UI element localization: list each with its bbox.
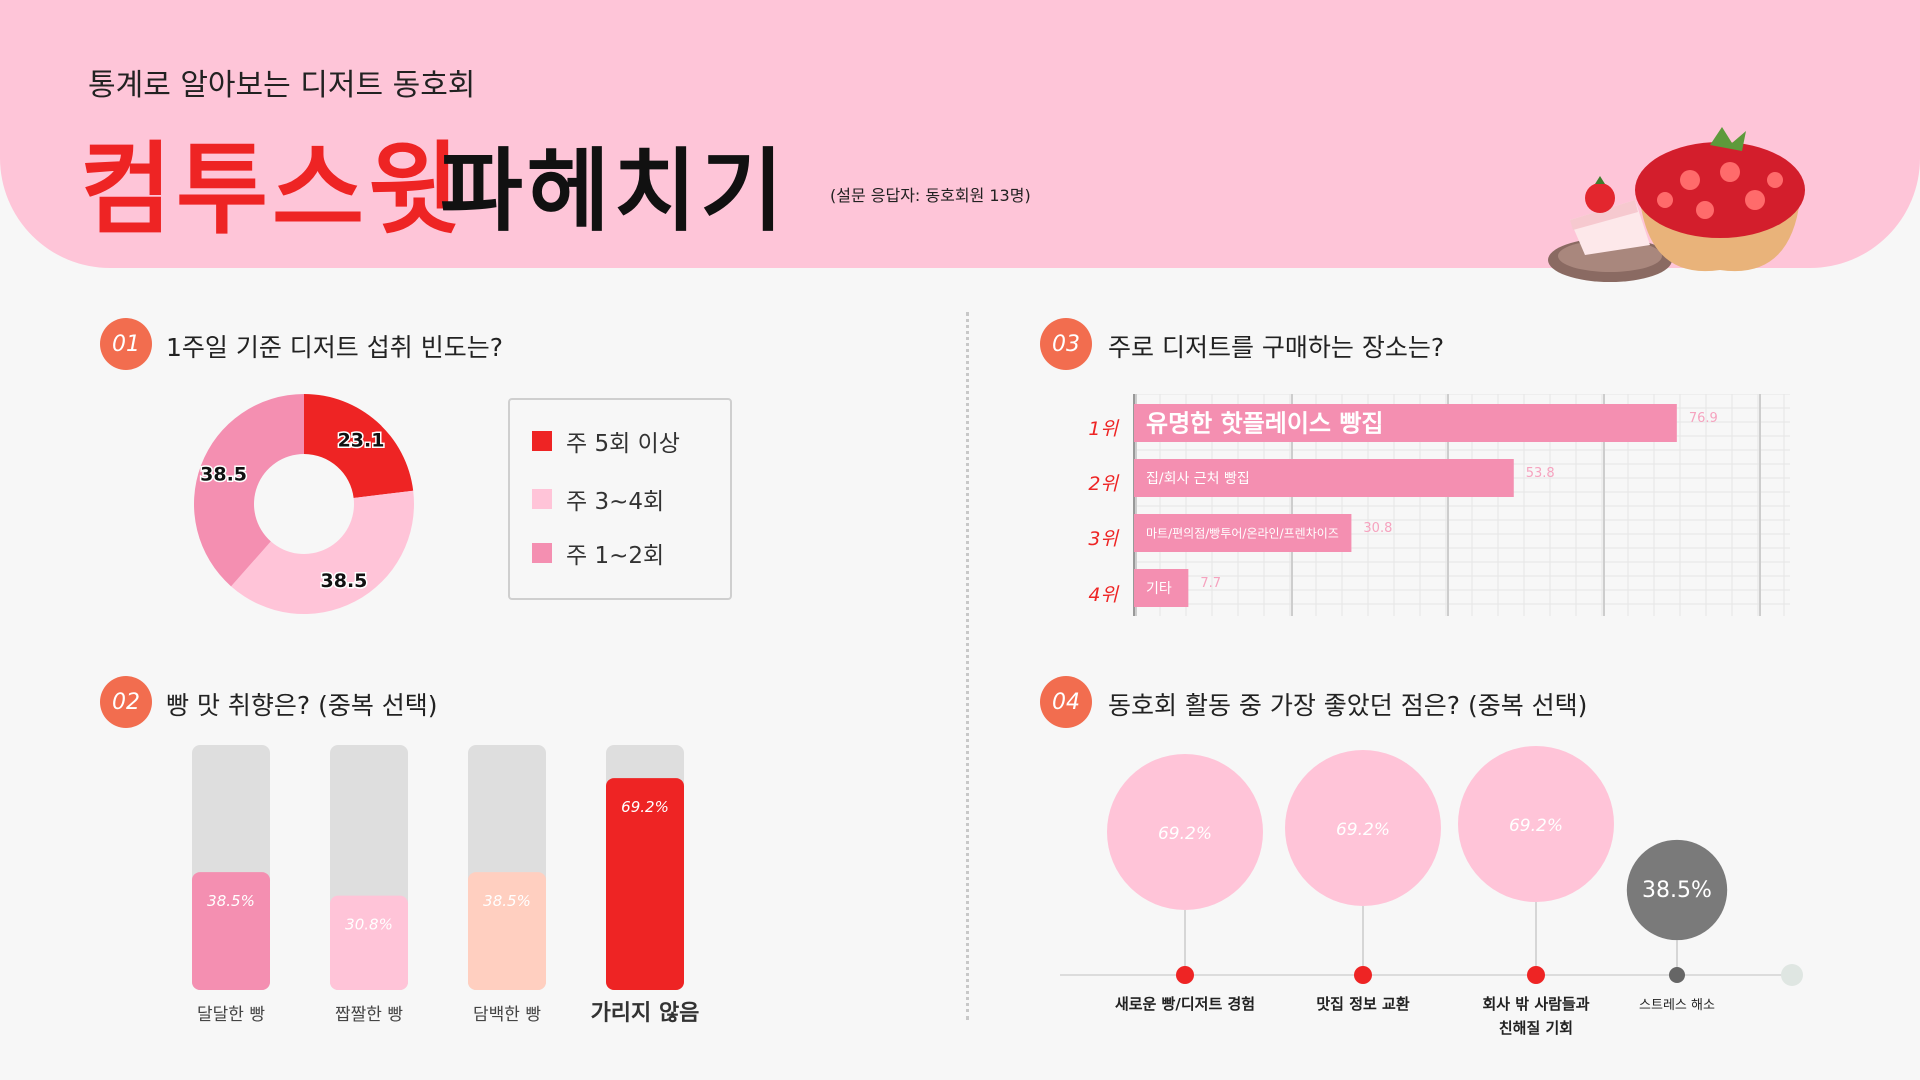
bar bbox=[1134, 514, 1352, 552]
timeline-end-dot bbox=[1781, 964, 1803, 986]
bubble-value-label: 38.5% bbox=[1642, 878, 1712, 903]
bar bbox=[606, 778, 684, 990]
donut-value-label: 23.1 bbox=[338, 430, 385, 452]
page-subtitle: 통계로 알아보는 디저트 동호회 bbox=[88, 68, 476, 103]
timeline-dot bbox=[1176, 966, 1194, 984]
bar bbox=[330, 895, 408, 990]
page-title-brand: 컴투스윗 bbox=[80, 130, 464, 248]
page-title-main: 파헤치기 bbox=[440, 138, 788, 244]
dessert-illustration bbox=[1548, 127, 1805, 282]
timeline-category-label: 회사 밖 사람들과 bbox=[1482, 995, 1589, 1013]
bar-value-label: 69.2% bbox=[621, 798, 669, 816]
timeline-category-label: 스트레스 해소 bbox=[1639, 998, 1715, 1013]
bubble bbox=[1626, 839, 1728, 941]
section-divider bbox=[966, 312, 969, 1020]
bar-category-label: 기타 bbox=[1146, 581, 1172, 597]
bar-category-label: 유명한 핫플레이스 빵집 bbox=[1146, 410, 1384, 438]
bar bbox=[1134, 569, 1189, 607]
legend-item: 주 3~4회 bbox=[532, 482, 664, 516]
rank-label: 3위 bbox=[1088, 528, 1118, 550]
bar-value-label: 38.5% bbox=[483, 892, 531, 910]
bubble bbox=[1285, 750, 1441, 906]
bar bbox=[1134, 459, 1514, 497]
donut-slice bbox=[231, 490, 414, 614]
bar bbox=[192, 872, 270, 990]
bubble bbox=[1458, 746, 1614, 902]
section-title: 1주일 기준 디저트 섭취 빈도는? bbox=[166, 333, 503, 362]
donut-slice bbox=[194, 394, 304, 587]
respondents-note: (설문 응답자: 동호회원 13명) bbox=[830, 186, 1031, 205]
bar-category-label: 집/회사 근처 빵집 bbox=[1146, 471, 1250, 487]
chart-legend: 주 5회 이상 주 3~4회 주 1~2회 bbox=[508, 398, 732, 600]
section-number-badge: 01 bbox=[100, 318, 152, 370]
legend-item: 주 5회 이상 bbox=[532, 424, 680, 458]
rank-label: 4위 bbox=[1088, 584, 1118, 606]
bar-category-label: 마트/편의점/빵투어/온라인/프렌차이즈 bbox=[1146, 526, 1339, 540]
bar-category-label: 담백한 빵 bbox=[473, 1005, 541, 1025]
legend-swatch bbox=[532, 543, 552, 563]
timeline-dot bbox=[1527, 966, 1545, 984]
donut-value-label: 38.5 bbox=[200, 464, 247, 486]
rank-label: 1위 bbox=[1088, 418, 1118, 440]
bar-value-label: 7.7 bbox=[1200, 576, 1221, 591]
timeline-category-label: 새로운 빵/디저트 경험 bbox=[1115, 995, 1255, 1013]
timeline-category-label: 친해질 기회 bbox=[1499, 1019, 1573, 1037]
horizontal-bar-chart: 유명한 핫플레이스 빵집 76.9 집/회사 근처 빵집 53.8 마트/편의점/빵투어… bbox=[1133, 394, 1790, 616]
section-title: 주로 디저트를 구매하는 장소는? bbox=[1108, 333, 1445, 362]
legend-label: 주 1~2회 bbox=[566, 543, 665, 569]
section-number-badge: 03 bbox=[1040, 318, 1092, 370]
bar-value-label: 30.8% bbox=[345, 916, 393, 934]
bar bbox=[1134, 404, 1677, 442]
donut-chart: 23.1 38.5 38.5 bbox=[194, 394, 414, 614]
rank-label: 2위 bbox=[1088, 473, 1118, 495]
section-number-badge: 04 bbox=[1040, 676, 1092, 728]
donut-value-label: 38.5 bbox=[321, 570, 368, 592]
bar-value-label: 30.8 bbox=[1363, 521, 1392, 536]
legend-swatch bbox=[532, 431, 552, 451]
bar-value-label: 76.9 bbox=[1689, 411, 1718, 426]
section-title: 빵 맛 취향은? (중복 선택) bbox=[166, 691, 438, 720]
bar bbox=[468, 872, 546, 990]
bar-value-label: 53.8 bbox=[1526, 466, 1555, 481]
bubble-value-label: 69.2% bbox=[1158, 824, 1212, 844]
donut-slice bbox=[304, 394, 414, 498]
timeline-dot bbox=[1354, 966, 1372, 984]
timeline-dot bbox=[1669, 967, 1685, 983]
bubble-value-label: 69.2% bbox=[1336, 820, 1390, 840]
bar-value-label: 38.5% bbox=[207, 892, 255, 910]
legend-label: 주 3~4회 bbox=[566, 489, 665, 515]
vertical-bar-chart: 38.5% 달달한 빵 30.8% 짭짤한 빵 38.5% 담백한 빵 69.2% 가리지 않… bbox=[192, 745, 700, 1026]
legend-swatch bbox=[532, 489, 552, 509]
bar-category-label: 가리지 않음 bbox=[591, 1001, 700, 1026]
section-number-badge: 02 bbox=[100, 676, 152, 728]
legend-label: 주 5회 이상 bbox=[566, 431, 680, 457]
bar-category-label: 짭짤한 빵 bbox=[335, 1005, 403, 1025]
bubble bbox=[1107, 754, 1263, 910]
legend-item: 주 1~2회 bbox=[532, 536, 664, 570]
timeline-category-label: 맛집 정보 교환 bbox=[1316, 995, 1409, 1013]
bubble-timeline-chart: 69.2% 새로운 빵/디저트 경험 69.2% 맛집 정보 교환 69.2% 회사 밖 … bbox=[1060, 746, 1803, 1037]
bar-category-label: 달달한 빵 bbox=[197, 1005, 265, 1025]
section-title: 동호회 활동 중 가장 좋았던 점은? (중복 선택) bbox=[1108, 691, 1588, 720]
bubble-value-label: 69.2% bbox=[1509, 816, 1563, 836]
